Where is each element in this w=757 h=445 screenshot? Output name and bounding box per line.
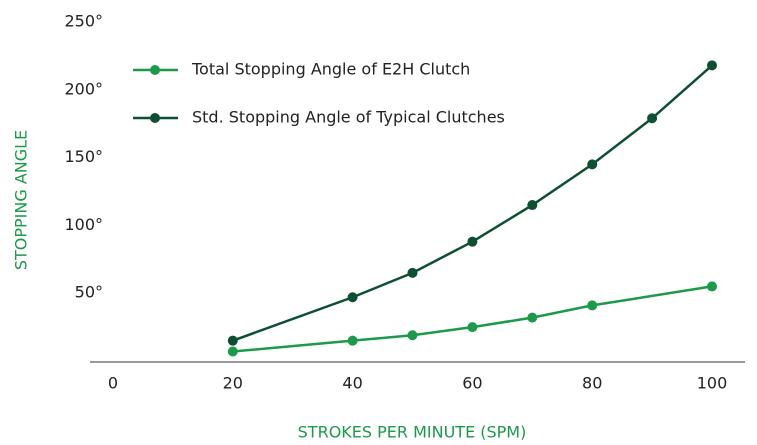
point — [407, 330, 418, 341]
point — [707, 281, 717, 292]
y-tick-label: 250° — [64, 12, 103, 31]
point — [467, 236, 478, 247]
x-tick-label: 40 — [342, 374, 362, 393]
point — [227, 346, 238, 357]
legend-label: Total Stopping Angle of E2H Clutch — [191, 60, 470, 79]
legend-marker — [150, 113, 160, 123]
y-tick-label: 100° — [64, 215, 103, 234]
point — [587, 300, 598, 311]
point — [527, 312, 538, 323]
point — [407, 267, 418, 278]
y-tick-label: 50° — [75, 283, 103, 302]
x-tick-label: 60 — [462, 374, 482, 393]
point — [527, 200, 538, 211]
y-tick-label: 150° — [64, 147, 103, 166]
legend-marker — [150, 65, 160, 75]
series-line — [232, 64, 713, 342]
point — [707, 60, 717, 71]
series-line — [232, 285, 713, 353]
point — [227, 335, 238, 346]
x-tick-label: 0 — [108, 374, 118, 393]
x-tick-label: 100 — [697, 374, 728, 393]
y-axis-title: STOPPING ANGLE — [12, 130, 31, 270]
point — [587, 159, 598, 170]
point — [347, 292, 358, 303]
point — [467, 322, 478, 333]
y-tick-label: 200° — [64, 79, 103, 98]
x-tick-label: 80 — [582, 374, 602, 393]
x-axis-title: STROKES PER MINUTE (SPM) — [298, 423, 527, 442]
legend-label: Std. Stopping Angle of Typical Clutches — [192, 108, 505, 127]
x-tick-label: 20 — [223, 374, 243, 393]
point — [347, 335, 358, 346]
point — [647, 113, 658, 124]
